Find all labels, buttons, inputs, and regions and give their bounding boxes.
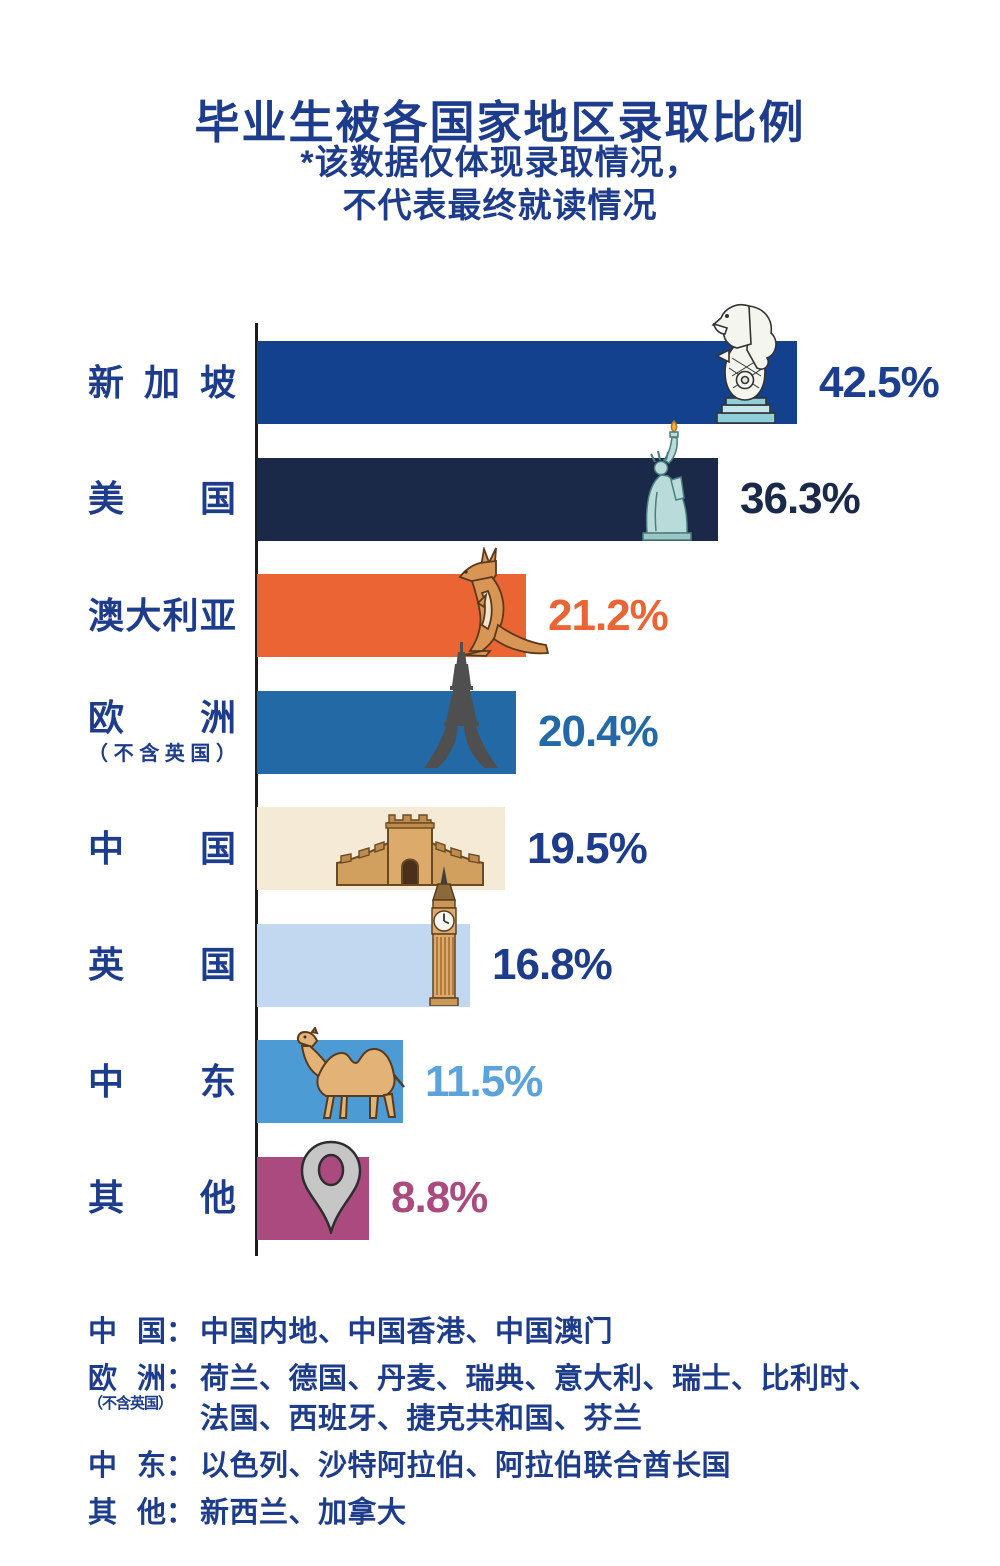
category-label-note: （不含英国） (88, 743, 236, 765)
bar (257, 341, 797, 424)
bar-row: 新加坡 42.5% (0, 303, 1000, 458)
footnotes: 中国： 中国内地、中国香港、中国澳门 欧洲： （不含英国） 荷兰、德国、丹麦、瑞… (88, 1312, 968, 1540)
category-label-text: 美国 (88, 478, 236, 519)
footnote-row: 欧洲： （不含英国） 荷兰、德国、丹麦、瑞典、意大利、瑞士、比利时、 法国、西班… (88, 1359, 968, 1439)
footnote-term-text: 欧洲 (88, 1363, 166, 1395)
category-label: 美国 (88, 458, 236, 541)
footnote-text: 中国内地、中国香港、中国澳门 (200, 1312, 613, 1352)
footnote-text-line-1: 以色列、沙特阿拉伯、阿拉伯联合酋长国 (200, 1450, 732, 1482)
category-label-text: 新加坡 (88, 361, 236, 403)
bar-row: 欧洲 （不含英国） 20.4% (0, 641, 1000, 808)
bar-row: 澳大利亚 21.2% (0, 547, 1000, 691)
bar-row: 中国 19.5% (0, 807, 1000, 924)
subtitle-line-1: *该数据仅体现录取情况， (300, 144, 700, 182)
footnote-text-line-1: 中国内地、中国香港、中国澳门 (200, 1316, 614, 1348)
bar-chart: 新加坡 42.5% 美国 36.3% (0, 303, 1000, 1274)
category-label-text: 欧洲 (88, 697, 236, 738)
category-label: 欧洲 （不含英国） (88, 691, 236, 774)
footnote-text-line-1: 新西兰、加拿大 (200, 1497, 407, 1529)
footnote-term: 其他： (88, 1493, 200, 1530)
footnote-text-line-1: 荷兰、德国、丹麦、瑞典、意大利、瑞士、比利时、 (200, 1363, 879, 1395)
footnote-text: 新西兰、加拿大 (200, 1493, 407, 1533)
footnote-term-note: （不含英国） (88, 1395, 173, 1412)
category-label-text: 中东 (88, 1060, 236, 1102)
category-label: 英国 (88, 924, 236, 1007)
value-label: 19.5% (527, 823, 648, 873)
bar-area: 8.8% (257, 1140, 1000, 1240)
footnote-text: 荷兰、德国、丹麦、瑞典、意大利、瑞士、比利时、 法国、西班牙、捷克共和国、芬兰 (200, 1359, 879, 1439)
bar-area: 20.4% (257, 641, 1000, 774)
footnote-term-text: 其他 (88, 1497, 166, 1529)
bar-area: 42.5% (257, 303, 1000, 424)
eiffel-tower-icon (424, 641, 498, 768)
value-label: 21.2% (548, 590, 669, 640)
kangaroo-icon (458, 547, 550, 657)
bar-row: 中东 11.5% (0, 1027, 1000, 1157)
bar-row: 英国 16.8% (0, 865, 1000, 1041)
category-label: 其他 (88, 1157, 236, 1240)
value-label: 16.8% (492, 940, 613, 989)
big-ben-icon (429, 865, 459, 1006)
category-label-text: 中国 (88, 827, 236, 869)
value-label: 8.8% (391, 1173, 488, 1222)
footnote-term: 中国： (88, 1312, 200, 1349)
category-label: 中东 (88, 1040, 236, 1123)
page-title: 毕业生被各国家地区录取比例 (194, 97, 806, 149)
category-label: 新加坡 (88, 341, 236, 424)
bar-area: 16.8% (257, 865, 1000, 1007)
footnote-colon: ： (166, 1316, 196, 1348)
footnote-row: 其他： 新西兰、加拿大 (88, 1493, 968, 1533)
footnote-colon: ： (166, 1363, 196, 1395)
footnote-term-text: 中东 (88, 1450, 166, 1482)
bar-area: 19.5% (257, 807, 1000, 890)
footnote-text-line-2: 法国、西班牙、捷克共和国、芬兰 (200, 1403, 643, 1435)
bar-row: 美国 36.3% (0, 419, 1000, 575)
footnote-term: 欧洲： （不含英国） (88, 1359, 200, 1411)
bar-area: 21.2% (257, 547, 1000, 657)
great-wall-icon (336, 814, 484, 886)
statue-of-liberty-icon (642, 419, 692, 541)
bar (257, 457, 718, 541)
merlion-icon (711, 303, 777, 424)
category-label: 中国 (88, 807, 236, 890)
value-label: 36.3% (740, 474, 861, 523)
value-label: 20.4% (538, 707, 659, 756)
bar-area: 36.3% (257, 419, 1000, 541)
page-subtitle: *该数据仅体现录取情况， 不代表最终就读情况 (0, 142, 1000, 228)
camel-icon (296, 1027, 405, 1119)
footnote-colon: ： (166, 1450, 196, 1482)
category-label-text: 其他 (88, 1177, 236, 1218)
footnote-text: 以色列、沙特阿拉伯、阿拉伯联合酋长国 (200, 1446, 731, 1486)
location-pin-icon (300, 1140, 362, 1234)
footnote-row: 中国： 中国内地、中国香港、中国澳门 (88, 1312, 968, 1352)
category-label-text: 澳大利亚 (88, 594, 236, 636)
bar-area: 11.5% (257, 1027, 1000, 1123)
footnote-row: 中东： 以色列、沙特阿拉伯、阿拉伯联合酋长国 (88, 1446, 968, 1486)
value-label: 11.5% (425, 1056, 543, 1106)
chart-axis-line (255, 323, 258, 1256)
footnote-colon: ： (166, 1497, 196, 1529)
footnote-term: 中东： (88, 1446, 200, 1483)
category-label: 澳大利亚 (88, 574, 236, 657)
category-label-text: 英国 (88, 944, 236, 985)
bar-rows: 新加坡 42.5% 美国 36.3% (0, 303, 1000, 1274)
footnote-term-text: 中国 (88, 1316, 166, 1348)
value-label: 42.5% (819, 357, 940, 407)
subtitle-line-2: 不代表最终就读情况 (342, 187, 658, 225)
bar-row: 其他 8.8% (0, 1140, 1000, 1274)
